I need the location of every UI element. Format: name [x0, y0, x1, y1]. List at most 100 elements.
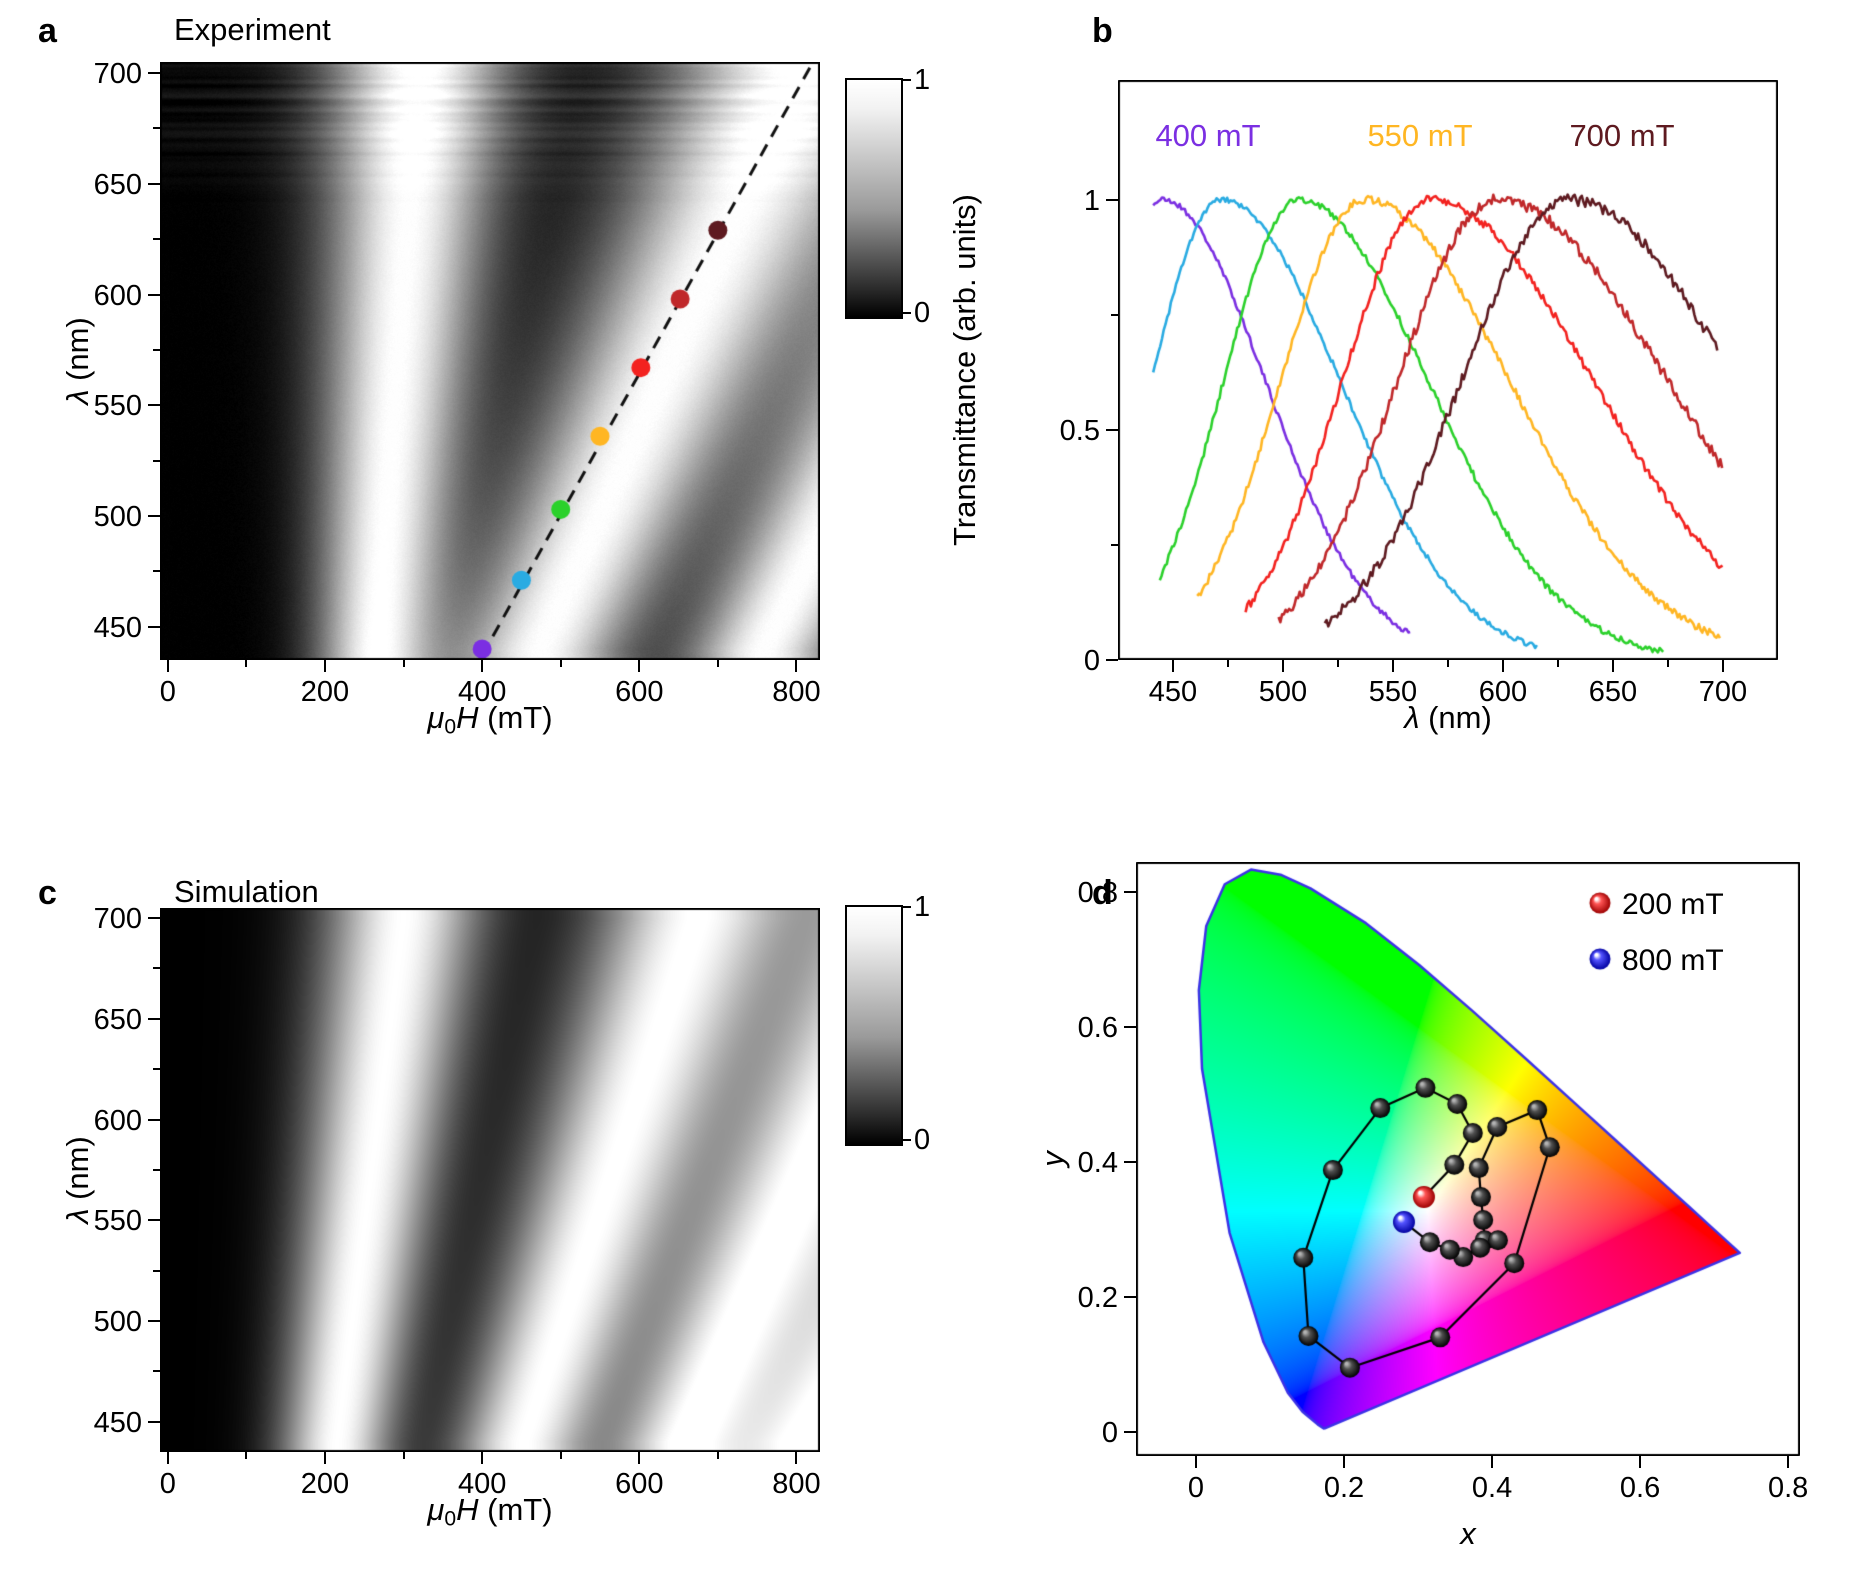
tick-mark	[1447, 660, 1449, 667]
h-symbol: H	[456, 1492, 479, 1527]
tick-mark	[1491, 1456, 1494, 1468]
lambda-symbol: λ	[1404, 700, 1420, 735]
panel-a-letter: a	[38, 12, 57, 50]
tick-label: 450	[1148, 676, 1198, 708]
tick-label: 0.4	[1077, 1147, 1118, 1180]
tick-label: 0	[1083, 645, 1100, 677]
colorbar-c-tick-min	[901, 1139, 911, 1141]
b-plot-canvas	[1118, 80, 1778, 660]
axis-label-b-y: Transmittance (arb. units)	[947, 193, 982, 547]
tick-mark	[324, 660, 326, 672]
tick-mark	[153, 1168, 160, 1171]
transmittance-spectra-plot: 450 500 550 600 650 700 1 0.5 0	[1060, 80, 1778, 708]
tick-mark	[1124, 1295, 1136, 1298]
tick-label: 1	[1083, 184, 1100, 217]
tick-mark	[638, 1452, 641, 1464]
tick-mark	[148, 1320, 160, 1323]
tick-label: 600	[93, 1104, 142, 1137]
unit-nm: (nm)	[60, 1136, 95, 1209]
tick-mark	[402, 660, 405, 667]
tick-mark	[1343, 1456, 1345, 1468]
tick-label: 650	[1588, 676, 1638, 708]
lambda-symbol: λ	[60, 1208, 95, 1224]
panel-c-title: Simulation	[174, 874, 319, 909]
panel-a-title: Experiment	[174, 12, 331, 47]
tick-mark	[795, 1452, 798, 1464]
tick-mark	[148, 293, 160, 296]
curve-label-550mT: 550 mT	[1367, 118, 1473, 153]
tick-label: 0	[159, 676, 176, 708]
unit-nm: (nm)	[60, 317, 95, 390]
tick-mark	[166, 660, 169, 672]
tick-label: 550	[1368, 676, 1418, 708]
tick-label: 0.2	[1323, 1472, 1365, 1504]
tick-label: 600	[615, 1468, 664, 1500]
tick-mark	[148, 1017, 160, 1020]
axis-label-c-y: λ (nm)	[60, 1136, 96, 1224]
tick-mark	[1194, 1456, 1197, 1468]
tick-label: 0.8	[1767, 1472, 1809, 1504]
tick-mark	[1667, 660, 1669, 667]
tick-label: 500	[93, 501, 142, 534]
simulation-heatmap-plot: 0 200 400 600 800 700 650 600 550 500 450	[94, 903, 821, 1500]
tick-mark	[559, 660, 562, 667]
a-plot-canvas	[160, 62, 820, 660]
tick-mark	[559, 1452, 562, 1459]
panel-b-letter: b	[1092, 12, 1113, 50]
colorbar-c	[845, 905, 903, 1146]
tick-label: 0	[1187, 1472, 1205, 1504]
tick-mark	[148, 917, 160, 920]
tick-mark	[148, 1420, 160, 1423]
tick-label: 650	[93, 168, 142, 201]
tick-mark	[148, 1219, 160, 1222]
colorbar-a-min-label: 0	[914, 297, 931, 329]
tick-label: 450	[93, 611, 142, 644]
tick-mark	[1612, 660, 1614, 672]
tick-label: 0.4	[1471, 1472, 1513, 1504]
tick-label: 600	[1478, 676, 1528, 708]
tick-label: 550	[93, 390, 142, 423]
colorbar-a-tick-min	[901, 312, 911, 314]
tick-mark	[324, 1452, 326, 1464]
mu-symbol: μ	[427, 1492, 445, 1527]
tick-label: 0	[1101, 1416, 1118, 1449]
cie-chromaticity-plot: 0 0.2 0.4 0.6 0.8 0.8 0.6 0.4 0.2 0	[1078, 862, 1808, 1504]
tick-mark	[1124, 1430, 1136, 1433]
tick-label: 200	[300, 1468, 350, 1500]
tick-label: 600	[615, 676, 664, 708]
colorbar-c-min-label: 0	[914, 1124, 931, 1156]
tick-mark	[1787, 1456, 1790, 1468]
tick-label: 650	[93, 1003, 142, 1036]
tick-mark	[1124, 1026, 1136, 1029]
tick-label: 700	[1698, 676, 1748, 708]
mu-subscript: 0	[444, 1507, 457, 1531]
tick-mark	[153, 238, 160, 241]
tick-mark	[795, 660, 798, 672]
unit-mT: (mT)	[478, 700, 553, 735]
tick-mark	[1722, 660, 1724, 672]
tick-mark	[153, 967, 160, 970]
axis-label-d-x: x	[1460, 1516, 1476, 1551]
tick-label: 0.5	[1059, 414, 1100, 447]
colorbar-c-max-label: 1	[914, 891, 931, 923]
tick-mark	[638, 660, 641, 672]
tick-mark	[153, 1370, 160, 1373]
tick-mark	[245, 660, 248, 667]
axis-label-b-x: λ (nm)	[1404, 700, 1492, 736]
tick-label: 400	[457, 676, 507, 708]
tick-mark	[1106, 428, 1118, 431]
tick-label: 0	[159, 1468, 176, 1500]
tick-mark	[1106, 659, 1118, 661]
tick-mark	[1557, 660, 1559, 667]
legend-label-800mT: 800 mT	[1622, 944, 1724, 977]
tick-mark	[716, 1452, 719, 1459]
tick-mark	[148, 404, 160, 407]
tick-mark	[1172, 660, 1174, 672]
unit-mT: (mT)	[478, 1492, 553, 1527]
tick-mark	[1124, 1161, 1136, 1164]
curve-label-700mT: 700 mT	[1569, 118, 1675, 153]
tick-mark	[1111, 543, 1118, 546]
tick-mark	[481, 660, 484, 672]
tick-label: 550	[93, 1205, 142, 1238]
legend-label-200mT: 200 mT	[1622, 888, 1724, 921]
